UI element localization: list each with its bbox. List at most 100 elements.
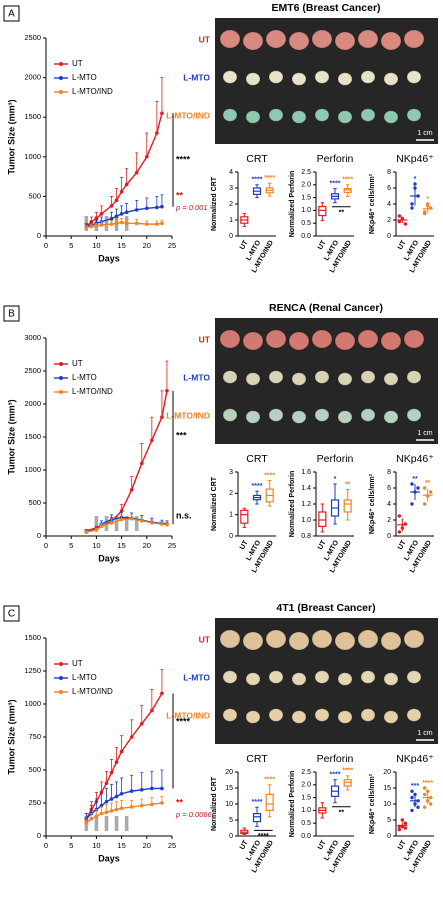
y-tick-label: 2 — [229, 201, 233, 208]
data-point — [99, 524, 104, 528]
box — [240, 509, 249, 524]
significance-stars: **** — [252, 483, 263, 490]
x-tick-label: 15 — [117, 541, 125, 550]
legend-marker — [59, 90, 63, 94]
tumor — [245, 672, 261, 686]
annotation: ** — [176, 190, 184, 200]
chart-title: Perforin — [317, 153, 354, 165]
data-point — [397, 514, 402, 518]
data-point — [160, 786, 164, 791]
x-tick-label: UT — [317, 239, 328, 251]
tumor — [337, 372, 353, 386]
significance-stars: **** — [422, 780, 433, 787]
y-tick-label: 3 — [229, 469, 233, 476]
data-point — [428, 802, 433, 806]
data-point — [119, 509, 124, 513]
box — [343, 499, 352, 513]
data-point — [160, 221, 164, 226]
data-point — [416, 486, 420, 490]
y-tick-label: 2.0 — [301, 782, 311, 789]
significance-stars: **** — [252, 799, 263, 806]
y-tick-label: 1000 — [24, 699, 41, 708]
data-point — [114, 221, 119, 226]
tumor — [383, 410, 399, 424]
data-point — [403, 821, 408, 825]
tumor — [337, 672, 353, 686]
significance-stars: **** — [342, 768, 353, 775]
data-point — [160, 801, 164, 805]
photo-row-label: L-MTO — [183, 372, 210, 382]
data-point — [84, 821, 89, 825]
data-point — [94, 528, 99, 532]
y-tick-label: 1250 — [24, 666, 41, 675]
x-tick-label: 10 — [92, 541, 100, 550]
significance-stars: ** — [345, 481, 351, 488]
bracket-label: ** — [339, 810, 345, 817]
significance-stars: **** — [264, 777, 275, 784]
scale-bar-label: 1 cm — [417, 430, 432, 437]
y-tick-label: 0.5 — [301, 220, 311, 227]
data-point — [129, 517, 134, 521]
y-tick-label: 2500 — [24, 33, 41, 42]
series-line — [86, 390, 168, 532]
data-point — [109, 809, 114, 813]
tumor — [380, 631, 402, 651]
tumor — [222, 670, 238, 684]
y-tick-label: 0 — [229, 233, 233, 240]
y-tick-label: 2 — [387, 217, 391, 224]
tumor — [383, 672, 399, 686]
tumor — [311, 29, 333, 49]
panel-title: EMT6 (Breast Cancer) — [271, 2, 380, 14]
tumor — [291, 110, 307, 124]
tumor — [245, 410, 261, 424]
tumor — [219, 329, 241, 349]
tumor — [314, 70, 330, 84]
legend-marker — [59, 662, 63, 666]
treatment-marker — [124, 816, 129, 831]
chart-title: NKp46⁺ — [396, 753, 434, 765]
x-tick-label: 25 — [168, 241, 176, 250]
tumor — [265, 629, 287, 649]
x-tick-label: 20 — [143, 241, 151, 250]
data-point — [119, 220, 124, 225]
data-point — [139, 803, 144, 808]
scale-bar-label: 1 cm — [417, 730, 432, 737]
box — [265, 793, 274, 812]
panel-label: C — [8, 609, 15, 620]
tumor — [291, 710, 307, 724]
x-tick-label: 20 — [143, 841, 151, 850]
x-tick-label: 15 — [117, 841, 125, 850]
legend-label: L-MTO/IND — [72, 387, 113, 396]
data-point — [129, 735, 134, 739]
box — [318, 205, 327, 217]
data-point — [397, 219, 402, 224]
tumor — [268, 70, 284, 84]
data-point — [124, 210, 129, 215]
tumor — [291, 372, 307, 386]
significance-stars: **** — [264, 472, 275, 479]
data-point — [109, 521, 114, 525]
significance-stars: **** — [264, 175, 275, 182]
data-point — [99, 790, 104, 795]
data-point — [422, 786, 427, 790]
tumor — [222, 708, 238, 722]
x-tick-label: UT — [239, 839, 250, 851]
x-tick-label: UT — [317, 539, 328, 551]
x-tick-label: UT — [397, 239, 408, 251]
y-tick-label: 2.0 — [301, 182, 311, 189]
y-tick-label: 8 — [387, 469, 391, 476]
tumor — [406, 408, 422, 422]
x-tick-label: UT — [239, 539, 250, 551]
legend-label: UT — [72, 359, 83, 368]
data-point — [160, 111, 164, 116]
y-tick-label: 2500 — [24, 366, 41, 375]
tumor — [314, 408, 330, 422]
y-tick-label: 1500 — [24, 633, 41, 642]
data-point — [84, 225, 89, 230]
tumor — [360, 408, 376, 422]
legend-label: L-MTO — [72, 73, 97, 82]
tumor — [406, 108, 422, 122]
x-tick-label: 0 — [44, 841, 48, 850]
data-point — [145, 206, 149, 211]
